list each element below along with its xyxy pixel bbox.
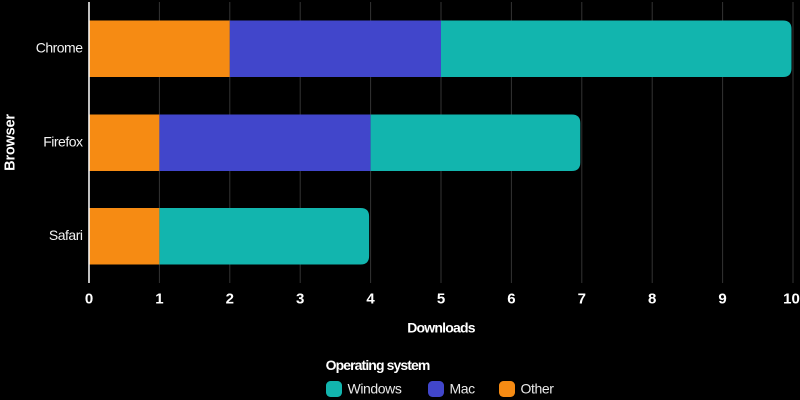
svg-text:Firefox: Firefox (43, 133, 83, 149)
svg-text:Other: Other (521, 381, 555, 397)
svg-text:3: 3 (296, 291, 304, 308)
svg-text:7: 7 (578, 291, 586, 308)
svg-text:6: 6 (507, 291, 515, 308)
svg-text:5: 5 (437, 291, 445, 308)
svg-text:Mac: Mac (450, 381, 476, 397)
svg-text:0: 0 (85, 291, 93, 308)
svg-text:8: 8 (648, 291, 656, 308)
svg-text:Safari: Safari (49, 227, 83, 243)
svg-text:4: 4 (366, 291, 375, 308)
svg-text:Chrome: Chrome (36, 40, 84, 56)
svg-text:2: 2 (226, 291, 234, 308)
svg-text:9: 9 (718, 291, 726, 308)
svg-text:Windows: Windows (348, 381, 402, 397)
svg-text:Browser: Browser (3, 114, 19, 171)
svg-text:Operating system: Operating system (326, 357, 430, 373)
svg-text:10: 10 (783, 291, 800, 308)
svg-text:1: 1 (155, 291, 163, 308)
svg-text:Downloads: Downloads (407, 320, 475, 336)
